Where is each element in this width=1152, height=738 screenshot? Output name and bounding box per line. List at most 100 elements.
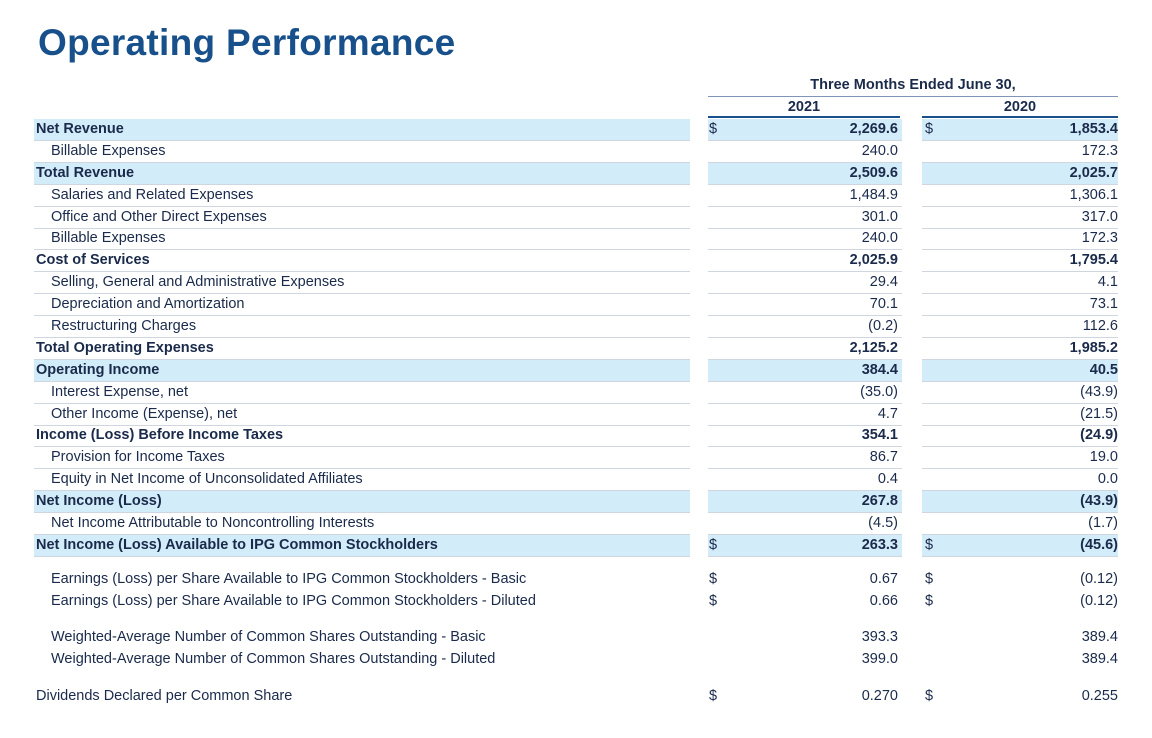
value-2021: 0.4: [877, 471, 898, 488]
table-row: Provision for Income Taxes 86.7 19.0: [0, 447, 1152, 470]
value-2021: 354.1: [861, 427, 898, 444]
value-2020: 1,306.1: [1069, 186, 1118, 203]
row-divider: [708, 249, 902, 251]
value-2021: 2,509.6: [849, 164, 898, 181]
value-2020: 0.255: [1081, 688, 1118, 704]
value-2021: 70.1: [869, 296, 898, 313]
value-2021: 86.7: [869, 449, 898, 466]
value-2021: 399.0: [861, 651, 898, 667]
row-label: Depreciation and Amortization: [51, 296, 245, 313]
table-row: Dividends Declared per Common Share $ $0.2…: [0, 688, 1152, 710]
currency-symbol: $: [925, 571, 934, 587]
row-divider: [34, 446, 690, 448]
value-2020: 172.3: [1081, 230, 1118, 247]
value-2021: 0.270: [861, 688, 898, 704]
table-row: Total Operating Expenses 2,125.2 1,985.2: [0, 338, 1152, 360]
value-2020: 40.5: [1089, 361, 1118, 378]
value-2021: 2,025.9: [849, 252, 898, 269]
row-label: Earnings (Loss) per Share Available to I…: [51, 593, 536, 609]
row-highlight: [922, 359, 1118, 381]
value-2021: (35.0): [860, 383, 898, 400]
row-label: Net Income (Loss) Available to IPG Commo…: [36, 536, 438, 553]
table-row: Operating Income 384.4 40.5: [0, 359, 1152, 382]
row-divider: [34, 315, 690, 317]
value-2020: 1,795.4: [1069, 252, 1118, 269]
row-label: Operating Income: [36, 361, 160, 378]
row-divider: [34, 161, 690, 163]
row-highlight: [34, 119, 690, 140]
row-highlight: [34, 534, 690, 556]
row-divider: [34, 271, 690, 273]
row-divider: [708, 140, 902, 141]
value-2020: 172.3: [1081, 142, 1118, 159]
currency-symbol: $: [709, 571, 718, 587]
row-divider: [922, 446, 1118, 448]
value-2020: 112.6: [1082, 318, 1118, 335]
value-2021: (0.2): [868, 318, 898, 335]
table-row: Net Income Attributable to Noncontrollin…: [0, 513, 1152, 536]
row-label: Provision for Income Taxes: [51, 449, 225, 466]
value-2020: 19.0: [1089, 449, 1118, 466]
value-2021: 0.67: [869, 571, 898, 587]
value-2021: 2,269.6: [849, 121, 898, 137]
row-label: Net Revenue: [36, 121, 124, 137]
currency-symbol: $: [709, 536, 718, 553]
row-divider: [34, 555, 690, 557]
currency-symbol: $: [925, 688, 934, 704]
table-row: Interest Expense, net (35.0) (43.9): [0, 382, 1152, 404]
table-row: Restructuring Charges (0.2) 112.6: [0, 316, 1152, 339]
currency-symbol: $: [925, 593, 934, 609]
table-row: Earnings (Loss) per Share Available to I…: [0, 571, 1152, 593]
row-highlight: [708, 359, 902, 381]
value-2020: 4.1: [1097, 274, 1118, 291]
table-row: Net Income (Loss) 267.8 (43.9): [0, 491, 1152, 514]
row-highlight: [922, 534, 1118, 556]
value-2021: 384.4: [861, 361, 898, 378]
value-2020: (21.5): [1080, 405, 1118, 422]
row-divider: [34, 424, 690, 426]
table-row: Other Income (Expense), net 4.7 (21.5): [0, 404, 1152, 426]
value-2020: (45.6): [1080, 536, 1118, 553]
row-highlight: [922, 491, 1118, 513]
row-divider: [34, 227, 690, 229]
row-label: Weighted-Average Number of Common Shares…: [51, 629, 486, 645]
value-2021: 29.4: [869, 274, 898, 291]
row-divider: [708, 402, 902, 404]
row-divider: [708, 205, 902, 207]
row-divider: [34, 249, 690, 251]
table-row: Income (Loss) Before Income Taxes 354.1 (2…: [0, 425, 1152, 448]
page-title: Operating Performance: [38, 22, 456, 63]
row-divider: [708, 380, 902, 382]
row-divider: [922, 249, 1118, 251]
row-divider: [708, 424, 902, 426]
row-label: Equity in Net Income of Unconsolidated A…: [51, 471, 363, 488]
row-divider: [34, 468, 690, 470]
currency-symbol: $: [925, 121, 934, 137]
row-divider: [922, 512, 1118, 514]
row-highlight: [708, 491, 902, 513]
value-2020: 0.0: [1097, 471, 1118, 488]
row-label: Total Operating Expenses: [36, 339, 214, 356]
table-row: Weighted-Average Number of Common Shares…: [0, 651, 1152, 673]
row-divider: [708, 490, 902, 492]
row-label: Restructuring Charges: [51, 318, 197, 335]
table-row: Cost of Services 2,025.9 1,795.4: [0, 250, 1152, 273]
row-label: Interest Expense, net: [51, 383, 189, 400]
row-label: Net Income (Loss): [36, 493, 162, 510]
value-2020: (43.9): [1080, 493, 1118, 510]
table-row: Billable Expenses 240.0 172.3: [0, 141, 1152, 163]
row-label: Other Income (Expense), net: [51, 405, 238, 422]
row-divider: [922, 380, 1118, 382]
value-2020: 1,853.4: [1069, 121, 1118, 137]
row-divider: [708, 315, 902, 317]
table-row: Selling, General and Administrative Expe…: [0, 272, 1152, 295]
table-row: Office and Other Direct Expenses 301.0 317…: [0, 207, 1152, 229]
row-highlight: [34, 359, 690, 381]
row-divider: [922, 468, 1118, 470]
row-divider: [708, 161, 902, 163]
row-divider: [922, 358, 1118, 360]
row-divider: [922, 227, 1118, 229]
row-divider: [922, 293, 1118, 295]
currency-symbol: $: [709, 121, 718, 137]
value-2020: 2,025.7: [1069, 164, 1118, 181]
